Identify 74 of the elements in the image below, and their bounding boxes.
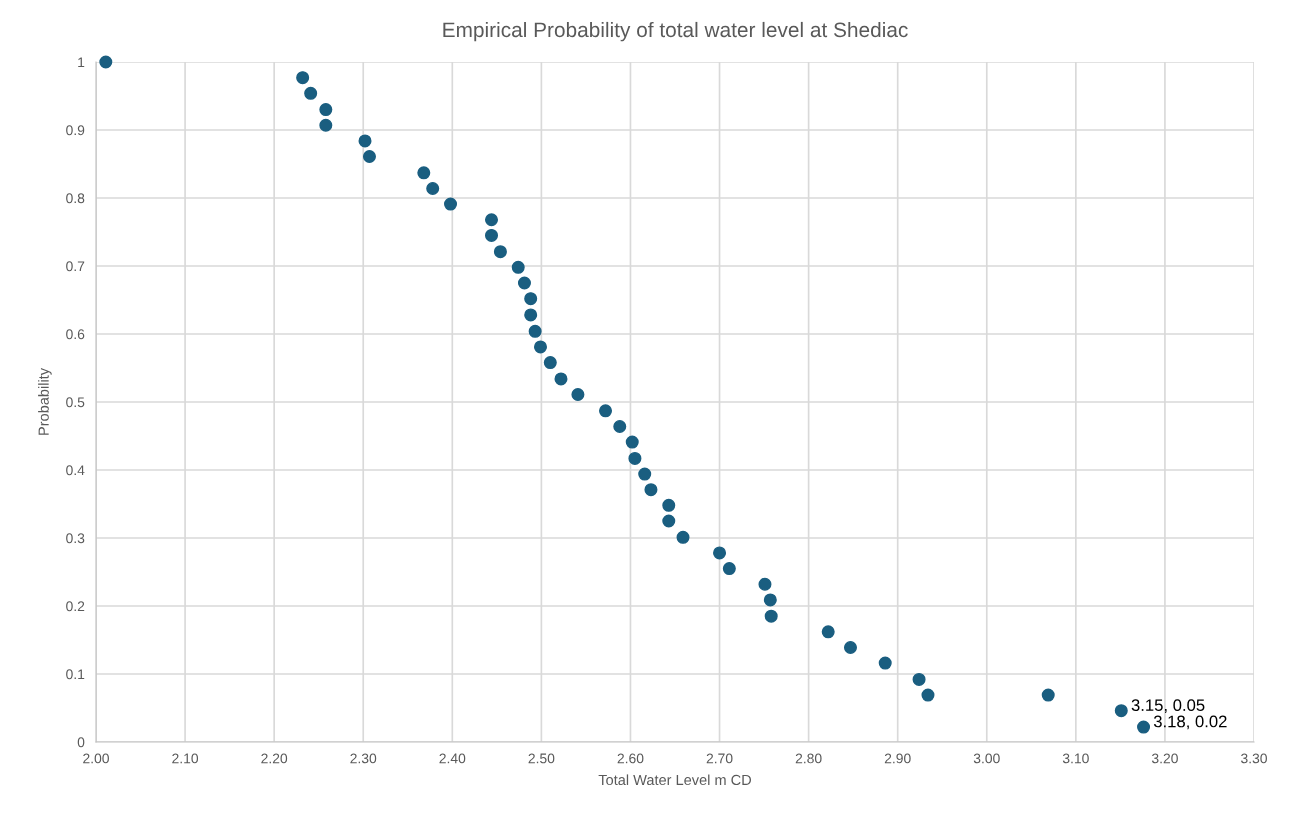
x-tick-label: 2.90: [884, 753, 911, 764]
point: [758, 577, 772, 591]
y-tick-label: 0.6: [66, 329, 85, 340]
point: [662, 514, 676, 528]
x-tick-label: 2.00: [83, 753, 109, 764]
x-tick-label: 2.30: [350, 753, 377, 764]
point: [676, 530, 690, 544]
x-tick-label: 3.00: [973, 753, 1000, 764]
x-tick-label: 3.10: [1062, 753, 1089, 764]
data-label: 3.18, 0.02: [1153, 715, 1227, 730]
point: [493, 245, 507, 259]
x-tick-label: 2.70: [706, 753, 733, 764]
point: [644, 483, 658, 497]
y-tick-label: 0: [77, 737, 85, 748]
point: [912, 672, 926, 686]
y-tick-label: 0.8: [66, 193, 85, 204]
point: [99, 55, 113, 69]
y-tick-label: 0.9: [66, 125, 85, 136]
point: [543, 356, 557, 370]
point: [517, 276, 531, 290]
point: [1137, 720, 1151, 734]
point: [763, 593, 777, 607]
x-tick-label: 2.50: [528, 753, 555, 764]
x-tick-label: 2.80: [795, 753, 822, 764]
point: [426, 181, 440, 195]
y-tick-label: 0.2: [66, 601, 85, 612]
point: [878, 656, 892, 670]
point: [304, 86, 318, 100]
y-tick-label: 0.3: [66, 533, 85, 544]
point: [444, 197, 458, 211]
point: [528, 324, 542, 338]
point: [921, 688, 935, 702]
point: [319, 103, 333, 117]
chart-title: Empirical Probability of total water level at Shediac: [443, 21, 908, 42]
point: [821, 625, 835, 639]
point: [417, 166, 431, 180]
point: [358, 134, 372, 148]
x-tick-label: 2.10: [172, 753, 199, 764]
y-axis-title: Probability: [38, 367, 52, 435]
point: [484, 213, 499, 227]
point: [628, 451, 642, 465]
x-tick-label: 2.60: [617, 753, 644, 764]
point: [362, 150, 376, 164]
point: [296, 71, 310, 85]
x-tick-label: 3.20: [1151, 753, 1178, 764]
point: [843, 640, 857, 654]
point: [662, 498, 676, 512]
point: [524, 292, 538, 306]
y-tick-label: 0.7: [66, 261, 85, 272]
point: [571, 388, 585, 402]
point: [638, 467, 652, 481]
point: [713, 546, 727, 560]
point: [511, 260, 525, 274]
y-tick-label: 0.4: [66, 465, 85, 476]
point: [524, 308, 538, 322]
point: [1041, 688, 1055, 702]
y-tick-label: 1: [78, 57, 85, 68]
point: [625, 435, 639, 449]
y-tick-label: 0.5: [66, 397, 85, 408]
y-tick-label: 0.1: [66, 669, 85, 680]
x-axis-title: Total Water Level m CD: [598, 774, 752, 786]
point: [533, 340, 547, 354]
x-tick-label: 2.20: [261, 753, 288, 764]
data-label: 3.15, 0.05: [1131, 699, 1205, 713]
point: [319, 118, 333, 132]
point: [764, 609, 778, 623]
x-tick-label: 3.30: [1241, 753, 1267, 764]
point: [484, 228, 499, 242]
point: [722, 562, 736, 576]
point: [554, 372, 568, 386]
point: [599, 404, 613, 418]
point: [613, 419, 627, 433]
point: [1114, 704, 1128, 718]
x-tick-label: 2.40: [439, 753, 466, 764]
